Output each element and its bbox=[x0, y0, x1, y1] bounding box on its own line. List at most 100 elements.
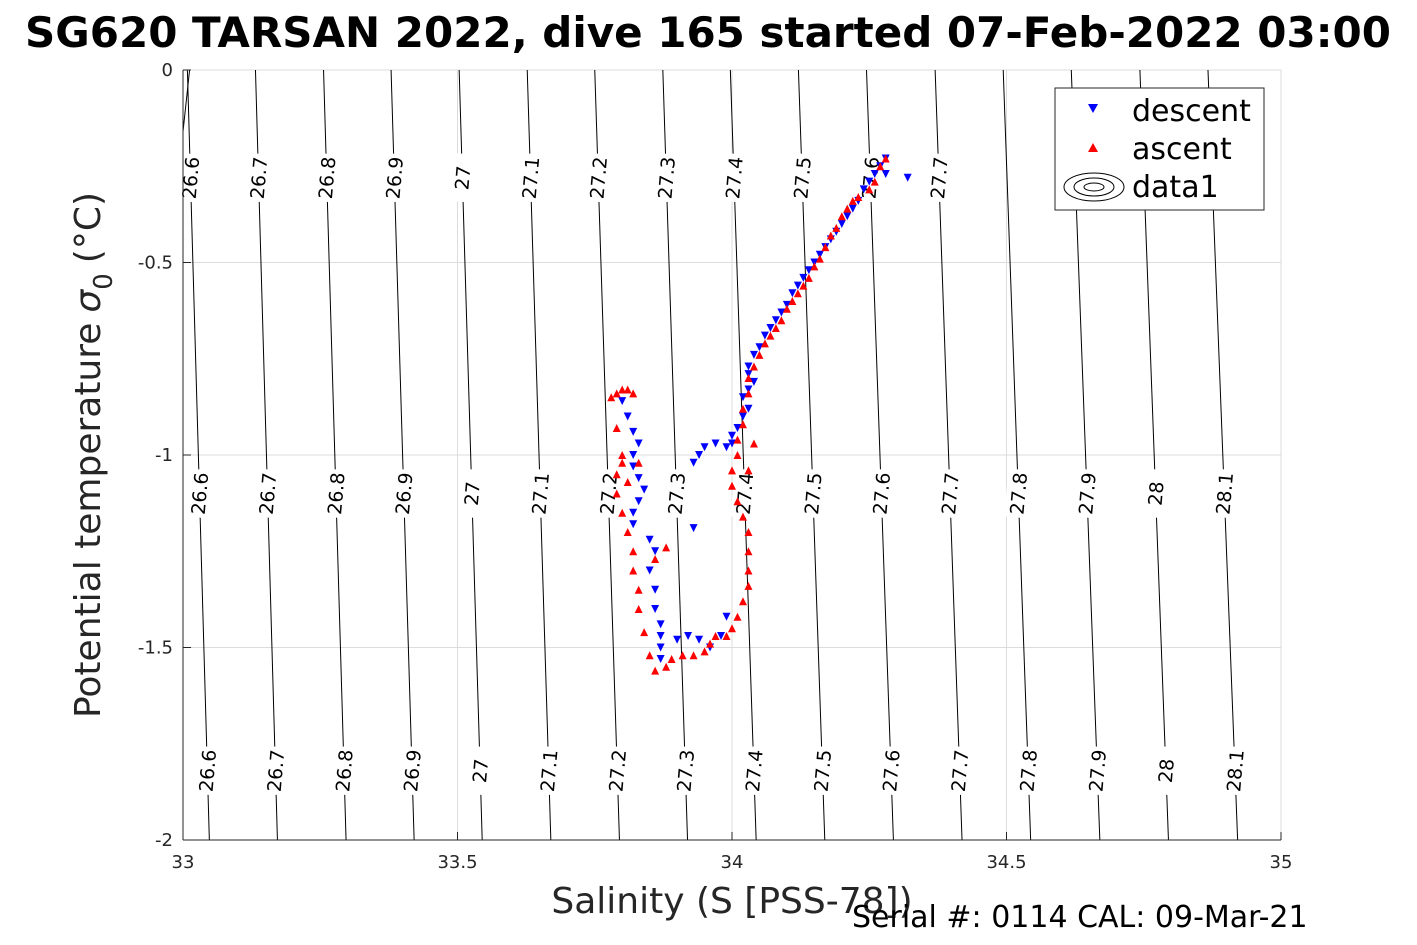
isopycnal-label: 27.8 bbox=[1016, 749, 1042, 793]
isopycnal-label: 27.3 bbox=[654, 156, 680, 200]
isopycnal-label-bg bbox=[321, 468, 350, 519]
legend: descent ascent data1 bbox=[1054, 87, 1265, 211]
x-tick-label: 33 bbox=[172, 852, 195, 873]
descent-point bbox=[651, 547, 660, 556]
ascent-point bbox=[623, 385, 632, 394]
descent-point bbox=[645, 535, 654, 544]
descent-point bbox=[865, 177, 874, 186]
descent-point bbox=[689, 458, 698, 467]
ascent-point bbox=[612, 470, 621, 479]
ascent-point bbox=[738, 404, 747, 413]
isopycnal-label: 27.6 bbox=[869, 472, 895, 516]
descent-point bbox=[651, 585, 660, 594]
ascent-point bbox=[749, 439, 758, 448]
isopycnal-label-group: 27.7 bbox=[935, 468, 964, 519]
y-tick-label: -0.5 bbox=[138, 253, 173, 274]
y-tick-label: -2 bbox=[155, 830, 173, 851]
ascent-point bbox=[821, 243, 830, 252]
isopycnal-label-group: 26.6 bbox=[185, 468, 214, 519]
isopycnal-label: 26.7 bbox=[256, 472, 282, 516]
isopycnal-label: 26.9 bbox=[382, 156, 408, 200]
isopycnal-label-group: 28.1 bbox=[1220, 745, 1250, 796]
isopycnal-label: 27.5 bbox=[811, 749, 837, 793]
isopycnal-label: 27.3 bbox=[665, 472, 691, 516]
isopycnal-label-group: 27.9 bbox=[1072, 468, 1102, 519]
isopycnal-label: 26.6 bbox=[188, 472, 214, 516]
legend-data1-label: data1 bbox=[1132, 170, 1219, 205]
isopycnal-label-group: 27.7 bbox=[924, 152, 953, 203]
ascent-point bbox=[749, 362, 758, 371]
ascent-point bbox=[744, 547, 753, 556]
isopycnal-label-bg bbox=[1072, 468, 1102, 519]
isopycnal-label-group: 27.3 bbox=[662, 468, 691, 519]
isopycnal-label-bg bbox=[594, 468, 623, 519]
ascent-point bbox=[738, 597, 747, 606]
descent-point bbox=[738, 393, 747, 402]
descent-point bbox=[673, 635, 682, 644]
descent-point bbox=[728, 439, 736, 448]
descent-point bbox=[634, 439, 643, 448]
isopycnal-label-group: 26.6 bbox=[176, 152, 205, 203]
descent-point bbox=[618, 397, 627, 406]
ascent-point bbox=[733, 451, 742, 459]
ascent-point bbox=[623, 528, 632, 536]
isopycnal-label-group: 27.6 bbox=[867, 468, 896, 519]
ascent-point bbox=[733, 497, 742, 506]
ascent-point bbox=[815, 254, 824, 263]
legend-descent-marker bbox=[1088, 104, 1098, 113]
ascent-point bbox=[733, 435, 742, 444]
isopycnal-label-bg bbox=[603, 745, 632, 796]
isopycnal-label-bg bbox=[398, 745, 427, 796]
ascent-point bbox=[634, 605, 643, 613]
isopycnal-label-group: 26.9 bbox=[380, 152, 409, 203]
isopycnal-label: 27.6 bbox=[879, 749, 905, 793]
isopycnal-label: 28.1 bbox=[1212, 472, 1238, 516]
ascent-point bbox=[728, 466, 736, 475]
isopycnal-label-group: 26.8 bbox=[321, 468, 350, 519]
isopycnal-label: 27.9 bbox=[1085, 749, 1111, 793]
descent-point bbox=[629, 427, 638, 436]
ascent-point bbox=[640, 628, 649, 637]
descent-point bbox=[629, 462, 638, 471]
descent-point bbox=[656, 620, 665, 629]
ascent-point bbox=[744, 389, 753, 398]
y-ticks: 0 -0.5 -1 -1.5 -2 bbox=[138, 60, 191, 851]
isopycnal-label: 26.7 bbox=[264, 749, 290, 793]
isopycnal-label-group: 27.4 bbox=[719, 152, 749, 203]
isopycnal-label-bg bbox=[185, 468, 214, 519]
descent-point bbox=[634, 474, 643, 483]
isopycnal-label-group: 27.7 bbox=[945, 745, 974, 796]
isopycnal-label: 27.1 bbox=[528, 472, 554, 516]
descent-point bbox=[881, 169, 890, 178]
x-tick-label: 33.5 bbox=[437, 852, 477, 873]
isopycnal-label-group: 27.2 bbox=[594, 468, 623, 519]
ascent-point bbox=[612, 424, 621, 433]
ascent-point bbox=[651, 554, 660, 563]
isopycnal-label-bg bbox=[244, 152, 273, 203]
ascent-point bbox=[733, 612, 742, 621]
isopycnal-label-bg bbox=[671, 745, 700, 796]
descent-point bbox=[645, 566, 654, 575]
ascent-point bbox=[629, 389, 638, 398]
isopycnal-label-bg bbox=[924, 152, 953, 203]
ascent-series bbox=[607, 154, 890, 675]
legend-ascent-marker bbox=[1088, 143, 1098, 152]
descent-point bbox=[695, 635, 704, 644]
descent-point bbox=[788, 289, 797, 298]
descent-point bbox=[837, 220, 846, 228]
isopycnal-label-bg bbox=[876, 745, 906, 796]
descent-point bbox=[738, 412, 747, 421]
isopycnal-label-group: 27.8 bbox=[1004, 468, 1033, 519]
isopycnal-label-group: 27.3 bbox=[652, 152, 681, 203]
ascent-point bbox=[744, 466, 753, 475]
descent-point bbox=[903, 173, 912, 182]
isopycnal-label: 27.2 bbox=[605, 749, 631, 793]
descent-point bbox=[689, 524, 698, 533]
isopycnal-label-bg bbox=[457, 468, 486, 519]
isopycnal-label-bg bbox=[1151, 745, 1180, 796]
descent-point bbox=[766, 323, 775, 332]
isopycnal-edge bbox=[182, 69, 191, 132]
isopycnal-label-bg bbox=[652, 152, 681, 203]
isopycnal-27.8 bbox=[1002, 69, 1032, 841]
ascent-point bbox=[706, 639, 715, 648]
